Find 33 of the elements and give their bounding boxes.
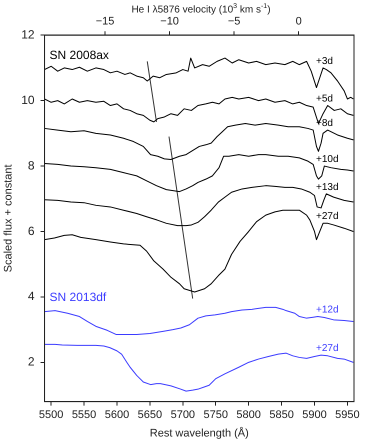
x-tick-label: 5900 xyxy=(302,409,327,422)
series-label: +27d xyxy=(316,342,339,354)
x-tick-label: 5550 xyxy=(72,409,96,422)
x-tick-label: 5600 xyxy=(104,409,130,422)
y-tick-label: 12 xyxy=(21,28,35,42)
y-tick-label: 10 xyxy=(21,92,35,107)
series-label: +10d xyxy=(316,154,339,165)
series-label: +13d xyxy=(316,182,339,193)
y-tick-label: 6 xyxy=(28,224,35,238)
annotation: SN 2013df xyxy=(50,290,107,304)
x-tick-label: 5750 xyxy=(203,409,228,422)
x2-tick-label: −5 xyxy=(228,16,240,28)
x2-tick-label: −15 xyxy=(96,16,114,28)
x-tick-label: 5850 xyxy=(269,409,294,422)
annotation: SN 2008ax xyxy=(50,48,109,62)
series-label: +27d xyxy=(316,211,339,222)
series-label: +5d xyxy=(316,94,333,105)
x-tick-label: 5700 xyxy=(170,409,196,422)
x-axis-title: Rest wavelength (Å) xyxy=(150,426,249,440)
series-label: +3d xyxy=(316,56,333,67)
x-tick-label: 5500 xyxy=(38,409,64,422)
y-tick-label: 2 xyxy=(28,354,35,369)
y-tick-label: 8 xyxy=(28,158,35,172)
x2-axis-title: He I λ5876 velocity (10$^{3}$ km s$^{-1}$) xyxy=(130,3,272,16)
y-tick-label: 4 xyxy=(28,289,35,304)
series-label: +12d xyxy=(316,304,339,316)
series-label: +8d xyxy=(316,118,333,129)
x2-tick-label: −10 xyxy=(160,16,179,28)
x-tick-label: 5650 xyxy=(138,409,162,422)
x-tick-label: 5950 xyxy=(335,409,360,422)
x2-tick-label: 0 xyxy=(296,16,302,28)
x-tick-label: 5800 xyxy=(236,409,261,422)
y-axis-title: Scaled flux + constant xyxy=(2,164,15,272)
